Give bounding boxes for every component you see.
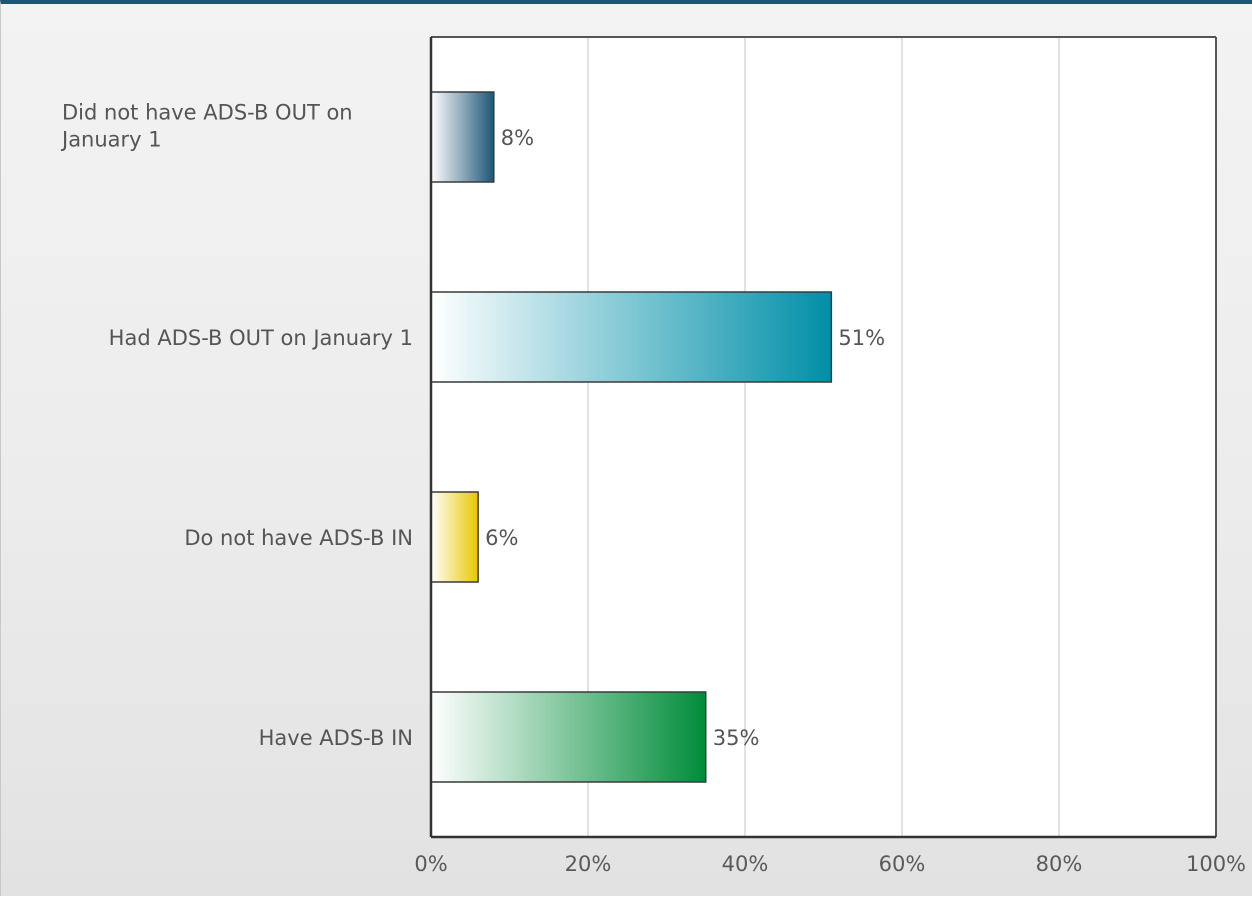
x-tick-label: 0% xyxy=(414,852,447,876)
x-tick-label: 100% xyxy=(1186,852,1246,876)
category-label: Do not have ADS-B IN xyxy=(184,526,413,550)
bar xyxy=(430,691,707,783)
bar-value-label: 35% xyxy=(713,726,760,750)
category-label: Had ADS-B OUT on January 1 xyxy=(109,326,413,350)
bar-value-label: 51% xyxy=(838,326,885,350)
bar xyxy=(430,491,479,583)
x-tick-label: 60% xyxy=(879,852,926,876)
bar-value-label: 6% xyxy=(485,526,518,550)
axes xyxy=(429,36,1217,839)
bar-value-label: 8% xyxy=(501,126,534,150)
bars xyxy=(430,91,833,783)
bar xyxy=(430,91,495,183)
category-label: Have ADS-B IN xyxy=(259,726,413,750)
x-tick-label: 80% xyxy=(1036,852,1083,876)
x-tick-label: 20% xyxy=(565,852,612,876)
bar xyxy=(430,291,833,383)
x-tick-label: 40% xyxy=(722,852,769,876)
category-label: Did not have ADS-B OUT on January 1 xyxy=(60,101,353,152)
bar-chart: 0% 20% 40% 60% 80% 100% 8% Did not have ADS-B O… xyxy=(60,36,1246,876)
